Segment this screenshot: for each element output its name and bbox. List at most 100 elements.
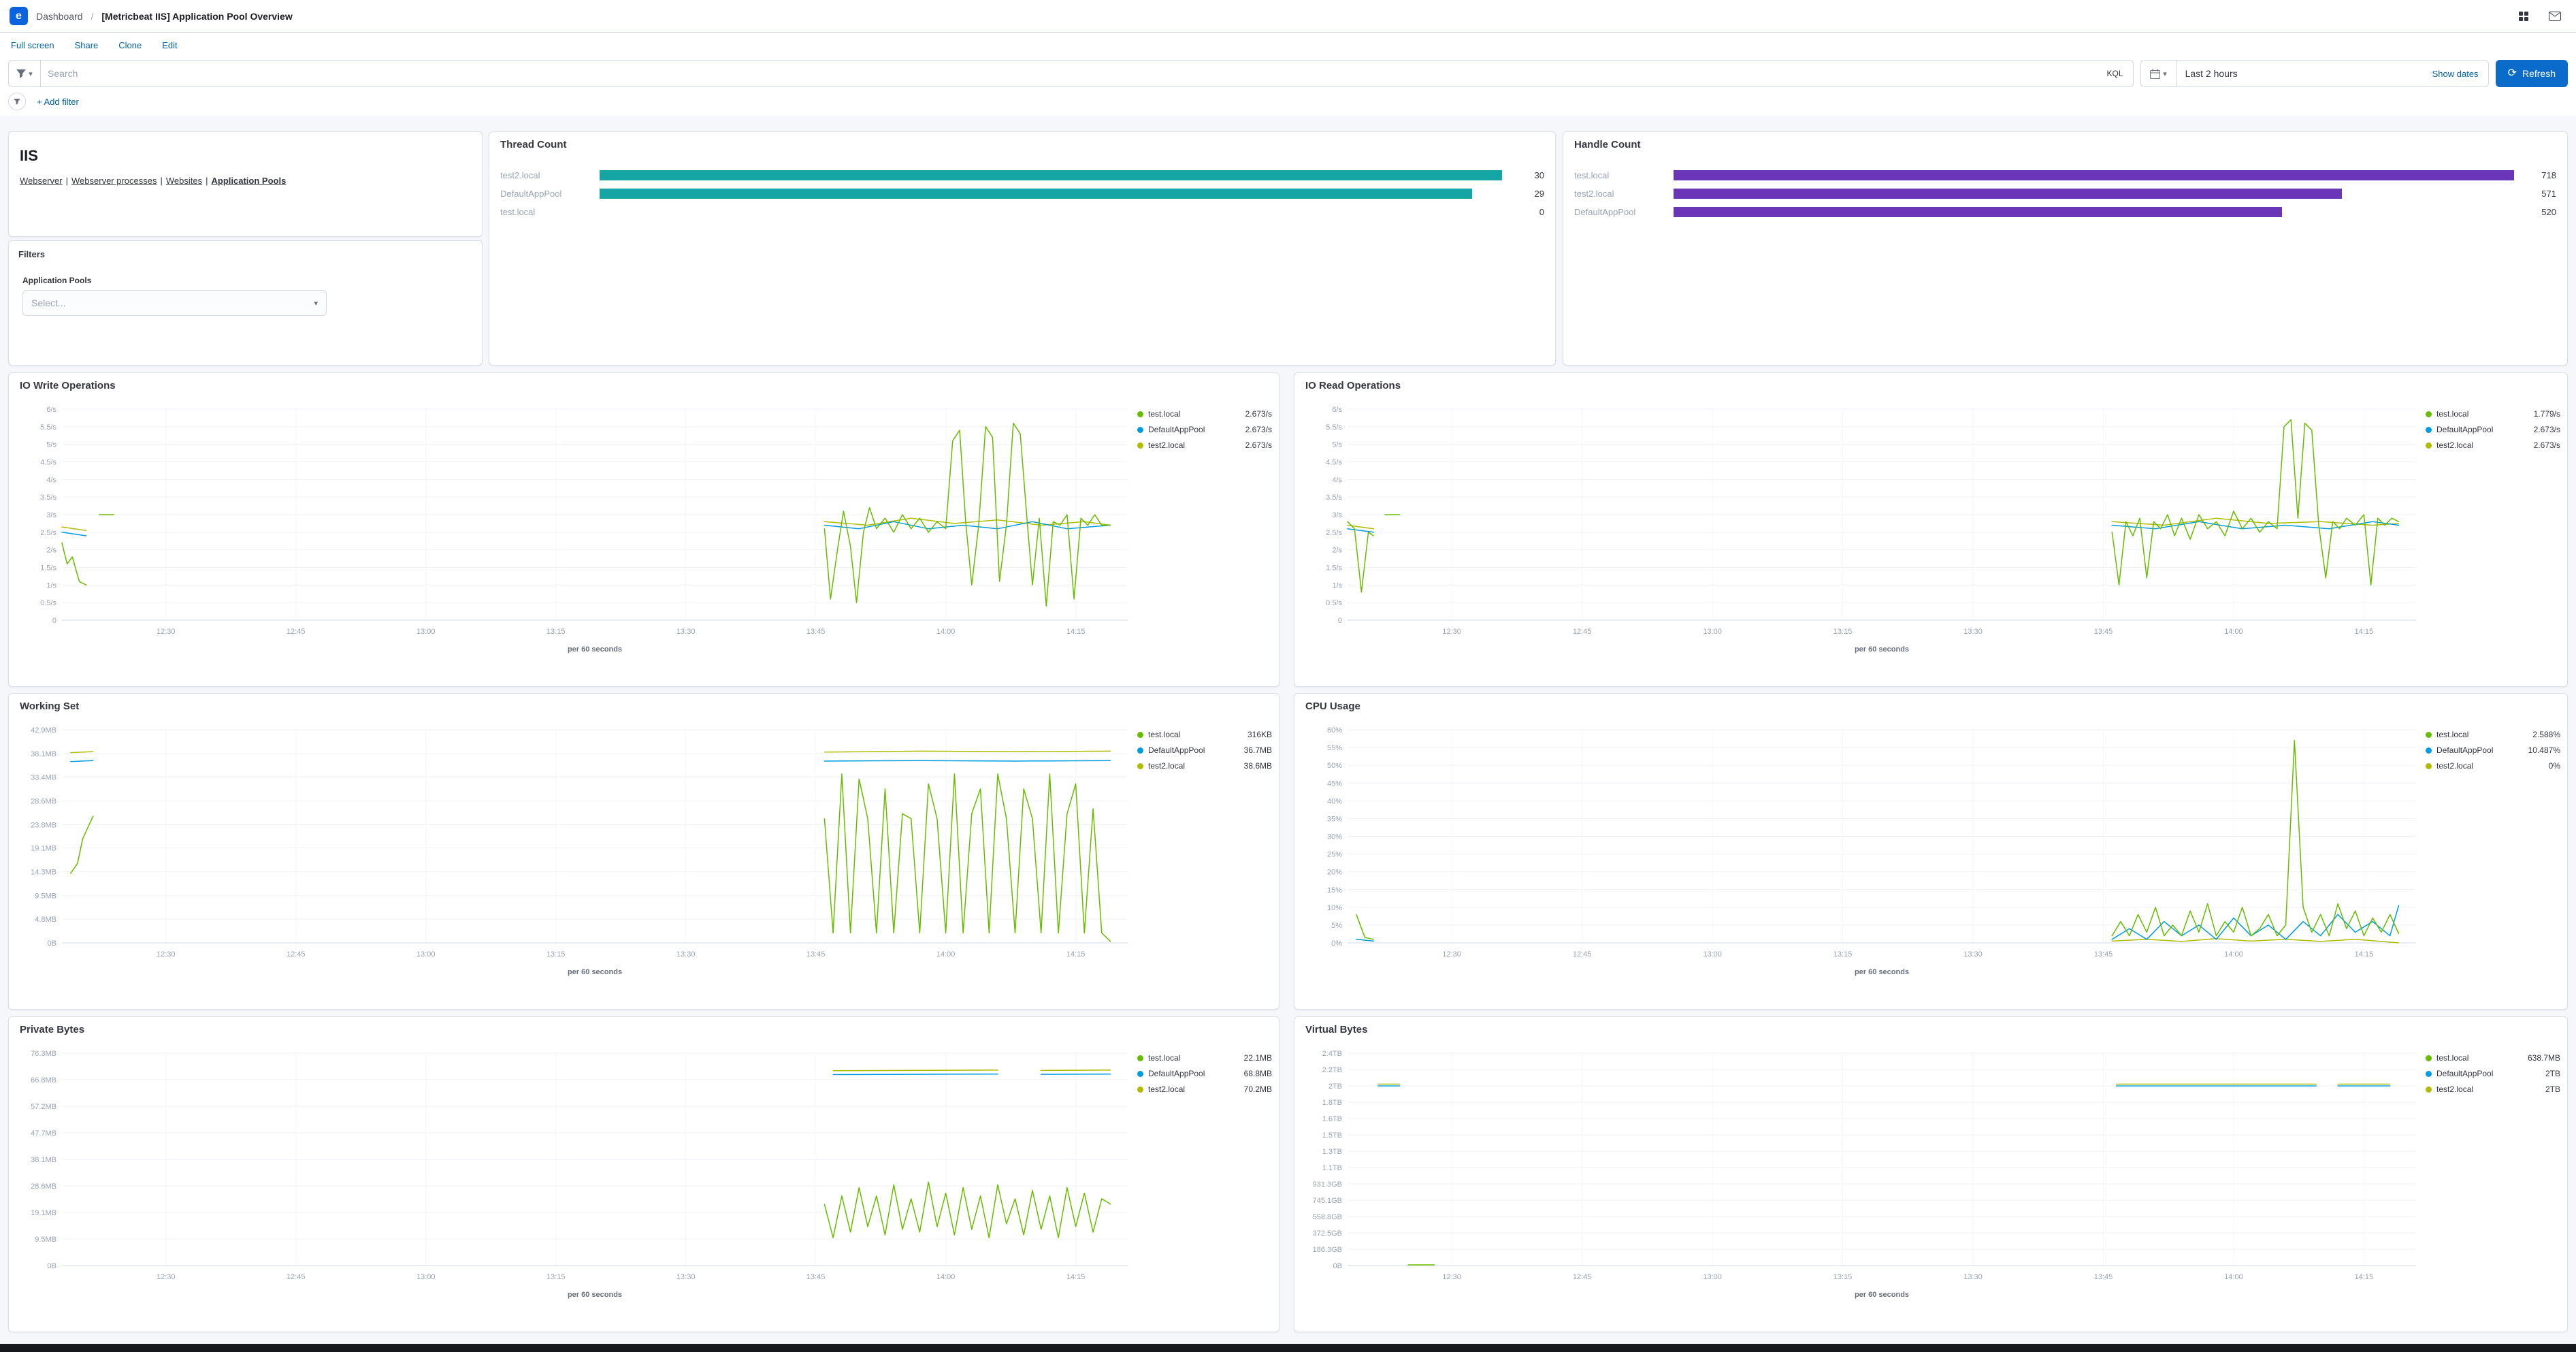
time-range-display[interactable]: Last 2 hours <box>2185 68 2238 79</box>
panel-title[interactable]: IO Write Operations <box>20 380 116 391</box>
full-screen-link[interactable]: Full screen <box>11 40 54 50</box>
virtual-bytes-chart[interactable]: 0B 186.3GB 372.5GB 558.8GB 745.1GB 931.3GB 1.1… <box>1300 1035 2426 1319</box>
svg-text:13:30: 13:30 <box>1963 950 1983 959</box>
panel-virtual-bytes: Virtual Bytes 0B 186.3GB 372.5GB 558.8GB 745… <box>1294 1016 2568 1332</box>
svg-text:10%: 10% <box>1327 904 1342 912</box>
legend-item[interactable]: test.local 2.588% <box>2426 730 2560 739</box>
legend-item[interactable]: DefaultAppPool 36.7MB <box>1137 745 1272 755</box>
legend-item[interactable]: test2.local 70.2MB <box>1137 1084 1272 1094</box>
link-websites[interactable]: Websites <box>165 176 203 186</box>
svg-text:13:45: 13:45 <box>2094 1273 2113 1281</box>
panel-thread-count: Thread Count test2.local 30 DefaultAppPo… <box>489 131 1556 366</box>
legend-item[interactable]: test.local 2.673/s <box>1137 409 1272 419</box>
svg-text:5%: 5% <box>1331 922 1342 930</box>
legend-item[interactable]: test2.local 2.673/s <box>1137 440 1272 450</box>
legend-item[interactable]: test2.local 38.6MB <box>1137 761 1272 771</box>
series-name: test.local <box>1148 409 1181 419</box>
svg-text:12:45: 12:45 <box>1573 628 1592 636</box>
private-bytes-chart[interactable]: 0B 9.5MB 19.1MB 28.6MB 38.1MB 47.7MB 57.2MB 66.… <box>14 1035 1137 1319</box>
link-webserver[interactable]: Webserver <box>20 176 63 186</box>
series-name: test2.local <box>2436 761 2474 771</box>
application-pools-label: Application Pools <box>22 276 92 285</box>
legend-item[interactable]: test2.local 0% <box>2426 761 2560 771</box>
application-pools-select[interactable]: Select... ▾ <box>22 290 327 316</box>
svg-text:13:45: 13:45 <box>806 950 826 959</box>
series-name: test.local <box>1148 730 1181 739</box>
panel-title[interactable]: Working Set <box>20 701 80 712</box>
grid-icon[interactable] <box>2512 5 2535 28</box>
top-header-bar: e Dashboard / [Metricbeat IIS] Applicati… <box>0 0 2576 33</box>
svg-text:186.3GB: 186.3GB <box>1313 1246 1342 1254</box>
handle-count-chart[interactable]: test.local 718 test2.local 571 DefaultAp… <box>1569 170 2562 217</box>
clone-link[interactable]: Clone <box>118 40 142 50</box>
link-webserver-processes[interactable]: Webserver processes <box>71 176 157 186</box>
panel-title[interactable]: Private Bytes <box>20 1024 85 1035</box>
legend-item[interactable]: test2.local 2TB <box>2426 1084 2560 1094</box>
series-color-dot <box>2426 1086 2432 1093</box>
svg-text:13:15: 13:15 <box>1833 950 1853 959</box>
svg-text:42.9MB: 42.9MB <box>31 726 56 735</box>
svg-text:0.5/s: 0.5/s <box>40 599 56 607</box>
svg-text:33.4MB: 33.4MB <box>31 773 56 782</box>
mail-icon[interactable] <box>2543 5 2566 28</box>
edit-link[interactable]: Edit <box>162 40 178 50</box>
series-value: 10.487% <box>2528 745 2560 755</box>
svg-text:45%: 45% <box>1327 779 1342 788</box>
svg-text:0B: 0B <box>48 939 56 948</box>
panel-io-write-operations: IO Write Operations 0 0.5/s 1/s 1.5/s 2/s 2.5… <box>8 372 1279 687</box>
svg-text:12:30: 12:30 <box>157 950 176 959</box>
date-picker-group: ▾ Last 2 hours Show dates <box>2140 60 2489 87</box>
calendar-button[interactable]: ▾ <box>2141 61 2177 86</box>
panel-title[interactable]: CPU Usage <box>1305 701 1360 712</box>
series-name: test.local <box>2436 409 2469 419</box>
series-name: test2.local <box>1148 761 1186 771</box>
search-input[interactable] <box>41 68 2098 79</box>
refresh-button[interactable]: ⟳ Refresh <box>2495 60 2568 87</box>
panel-title[interactable]: IO Read Operations <box>1305 380 1401 391</box>
legend-item[interactable]: DefaultAppPool 2.673/s <box>1137 425 1272 434</box>
panel-title[interactable]: Handle Count <box>1574 139 1641 150</box>
share-link[interactable]: Share <box>74 40 99 50</box>
io-write-chart[interactable]: 0 0.5/s 1/s 1.5/s 2/s 2.5/s 3/s 3.5/s 4/s 4.5/s 5/… <box>14 391 1137 673</box>
svg-text:12:30: 12:30 <box>157 1273 176 1281</box>
elastic-logo[interactable]: e <box>10 7 28 25</box>
filter-set-menu-button[interactable] <box>8 93 26 110</box>
link-application-pools[interactable]: Application Pools <box>211 176 287 186</box>
svg-text:6/s: 6/s <box>1332 406 1342 414</box>
svg-text:5/s: 5/s <box>1332 441 1342 449</box>
svg-text:0B: 0B <box>1333 1262 1342 1270</box>
legend-item[interactable]: test.local 638.7MB <box>2426 1053 2560 1063</box>
cpu-usage-chart[interactable]: 0% 5% 10% 15% 20% 25% 30% 35% 40% 45% 50% 55% 60% 12:… <box>1300 712 2426 996</box>
legend-item[interactable]: test.local 316KB <box>1137 730 1272 739</box>
add-filter-link[interactable]: + Add filter <box>37 96 79 107</box>
legend-item[interactable]: DefaultAppPool 10.487% <box>2426 745 2560 755</box>
svg-text:0: 0 <box>1338 617 1342 625</box>
legend-item[interactable]: DefaultAppPool 68.8MB <box>1137 1069 1272 1078</box>
breadcrumb-dashboard[interactable]: Dashboard <box>36 10 83 22</box>
svg-text:1.5/s: 1.5/s <box>40 564 56 573</box>
svg-text:13:15: 13:15 <box>547 950 566 959</box>
kql-toggle[interactable]: KQL <box>2106 69 2123 78</box>
bar-label: DefaultAppPool <box>500 188 562 199</box>
legend-item[interactable]: DefaultAppPool 2TB <box>2426 1069 2560 1078</box>
working-set-chart[interactable]: 0B 4.8MB 9.5MB 14.3MB 19.1MB 23.8MB 28.6MB 33.4… <box>14 712 1137 996</box>
panel-title[interactable]: Virtual Bytes <box>1305 1024 1368 1035</box>
legend-item[interactable]: test.local 1.779/s <box>2426 409 2560 419</box>
legend-item[interactable]: test2.local 2.673/s <box>2426 440 2560 450</box>
svg-text:per 60 seconds: per 60 seconds <box>568 645 622 654</box>
svg-text:57.2MB: 57.2MB <box>31 1103 56 1111</box>
saved-query-menu-button[interactable]: ▾ <box>9 61 41 86</box>
svg-text:13:45: 13:45 <box>2094 950 2113 959</box>
thread-count-chart[interactable]: test2.local 30 DefaultAppPool 29 test.lo… <box>495 170 1550 217</box>
bar-track <box>600 170 1502 180</box>
chart-legend: test.local 2.588% DefaultAppPool 10.487% t… <box>2426 712 2562 996</box>
show-dates-link[interactable]: Show dates <box>2432 68 2479 79</box>
panel-title[interactable]: Thread Count <box>500 139 567 150</box>
io-read-chart[interactable]: 0 0.5/s 1/s 1.5/s 2/s 2.5/s 3/s 3.5/s 4/s 4.5/s 5/… <box>1300 391 2426 673</box>
legend-item[interactable]: DefaultAppPool 2.673/s <box>2426 425 2560 434</box>
series-value: 22.1MB <box>1243 1053 1272 1063</box>
bar-value: 718 <box>2541 170 2556 180</box>
bar-track <box>600 207 1502 217</box>
legend-item[interactable]: test.local 22.1MB <box>1137 1053 1272 1063</box>
svg-text:13:45: 13:45 <box>806 628 826 636</box>
